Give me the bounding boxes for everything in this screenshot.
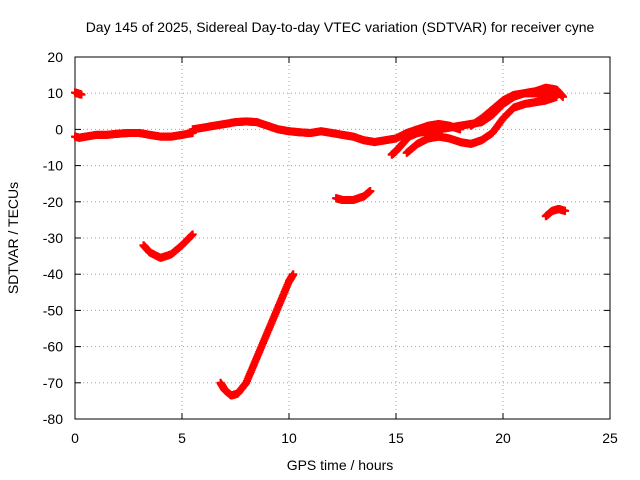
y-axis-label: SDTVAR / TECUs	[5, 182, 21, 294]
y-tick-label: -30	[43, 230, 63, 246]
chart-title: Day 145 of 2025, Sidereal Day-to-day VTE…	[86, 19, 595, 35]
x-tick-label: 15	[388, 430, 404, 446]
y-axis: 20 10 0 -10 -20 -30 -40 -50 -60 -70 -80	[43, 49, 610, 427]
x-axis-label: GPS time / hours	[287, 457, 394, 473]
y-tick-label: 0	[55, 121, 63, 137]
y-tick-label: -60	[43, 339, 63, 355]
data-point	[561, 206, 570, 215]
x-tick-label: 0	[71, 430, 79, 446]
grid	[75, 57, 610, 419]
data-point	[188, 230, 197, 239]
x-tick-label: 25	[602, 430, 618, 446]
series-arc-6	[332, 186, 375, 204]
series-arc-10	[541, 205, 570, 221]
series-arc-4	[139, 230, 197, 262]
y-tick-label: -10	[43, 158, 63, 174]
y-tick-label: -70	[43, 375, 63, 391]
y-tick-label: 10	[47, 85, 63, 101]
y-tick-label: 20	[47, 49, 63, 65]
series-arc-1	[71, 88, 86, 99]
x-tick-label: 20	[495, 430, 511, 446]
y-tick-label: -50	[43, 302, 63, 318]
y-tick-label: -80	[43, 411, 63, 427]
y-tick-label: -20	[43, 194, 63, 210]
x-tick-label: 5	[178, 430, 186, 446]
y-tick-label: -40	[43, 266, 63, 282]
x-tick-label: 10	[281, 430, 297, 446]
data-points	[71, 83, 570, 400]
data-point	[552, 92, 561, 101]
series-arc-5	[216, 270, 298, 400]
series-arc-8	[402, 92, 561, 157]
series-arc-2	[71, 129, 197, 142]
series-arc-9	[466, 89, 561, 130]
x-axis: 0 5 10 15 20 25	[71, 57, 618, 446]
data-point	[289, 270, 298, 279]
data-point	[366, 186, 375, 195]
data-point	[77, 90, 86, 99]
